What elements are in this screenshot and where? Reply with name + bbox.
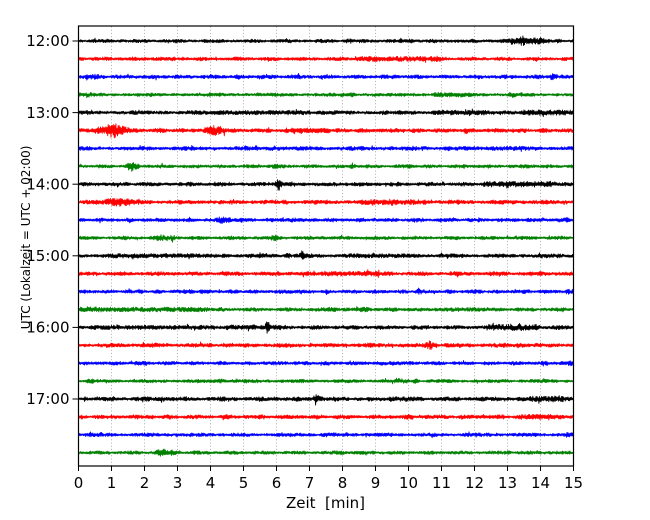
- x-tick-label: 12: [465, 474, 484, 492]
- x-tick-label: 13: [498, 474, 517, 492]
- trace-14:45: [78, 234, 574, 243]
- y-axis-title-text: UTC (Lokalzeit = UTC + 02:00): [19, 145, 33, 330]
- trace-17:45: [78, 448, 574, 457]
- trace-12:15: [78, 55, 574, 63]
- x-tick-label: 0: [74, 474, 84, 492]
- x-axis-title: Zeit [min]: [285, 494, 366, 512]
- trace-15:45: [78, 306, 574, 313]
- trace-14:15: [78, 197, 574, 207]
- y-tick-label: 17:00: [26, 390, 69, 408]
- y-axis-title: UTC (Lokalzeit = UTC + 02:00): [5, 130, 33, 360]
- trace-13:30: [78, 144, 574, 152]
- trace-16:45: [78, 377, 574, 385]
- y-tick-label: 12:00: [26, 32, 69, 50]
- plot-border: [77, 25, 575, 467]
- trace-15:15: [78, 269, 574, 278]
- trace-13:00: [78, 108, 574, 118]
- trace-13:15: [78, 123, 574, 139]
- x-tick-label: 4: [206, 474, 216, 492]
- x-tick-label: 15: [564, 474, 583, 492]
- y-tick-label: 15:00: [26, 247, 69, 265]
- trace-16:00: [78, 321, 574, 334]
- y-tick-label: 16:00: [26, 319, 69, 337]
- x-tick-label: 7: [305, 474, 315, 492]
- x-tick-label: 6: [272, 474, 282, 492]
- trace-17:00: [78, 394, 574, 406]
- trace-16:15: [78, 340, 574, 350]
- x-tick-label: 14: [531, 474, 550, 492]
- trace-13:45: [78, 162, 574, 172]
- x-tick-label: 3: [173, 474, 183, 492]
- y-tick-label: 14:00: [26, 175, 69, 193]
- x-tick-label: 8: [338, 474, 348, 492]
- trace-17:30: [78, 431, 574, 439]
- y-tick-label: 13:00: [26, 104, 69, 122]
- x-tick-label: 1: [107, 474, 117, 492]
- x-tick-label: 9: [371, 474, 381, 492]
- trace-16:30: [78, 360, 574, 367]
- trace-15:00: [78, 250, 574, 260]
- trace-14:30: [78, 216, 574, 224]
- x-tick-label: 10: [399, 474, 418, 492]
- trace-12:00: [78, 35, 574, 46]
- x-tick-label: 2: [140, 474, 150, 492]
- trace-12:30: [78, 72, 574, 81]
- x-tick-label: 5: [239, 474, 249, 492]
- trace-12:45: [78, 91, 574, 99]
- trace-15:30: [78, 287, 574, 296]
- trace-14:00: [78, 179, 574, 191]
- x-tick-label: 11: [432, 474, 451, 492]
- trace-17:15: [78, 413, 574, 421]
